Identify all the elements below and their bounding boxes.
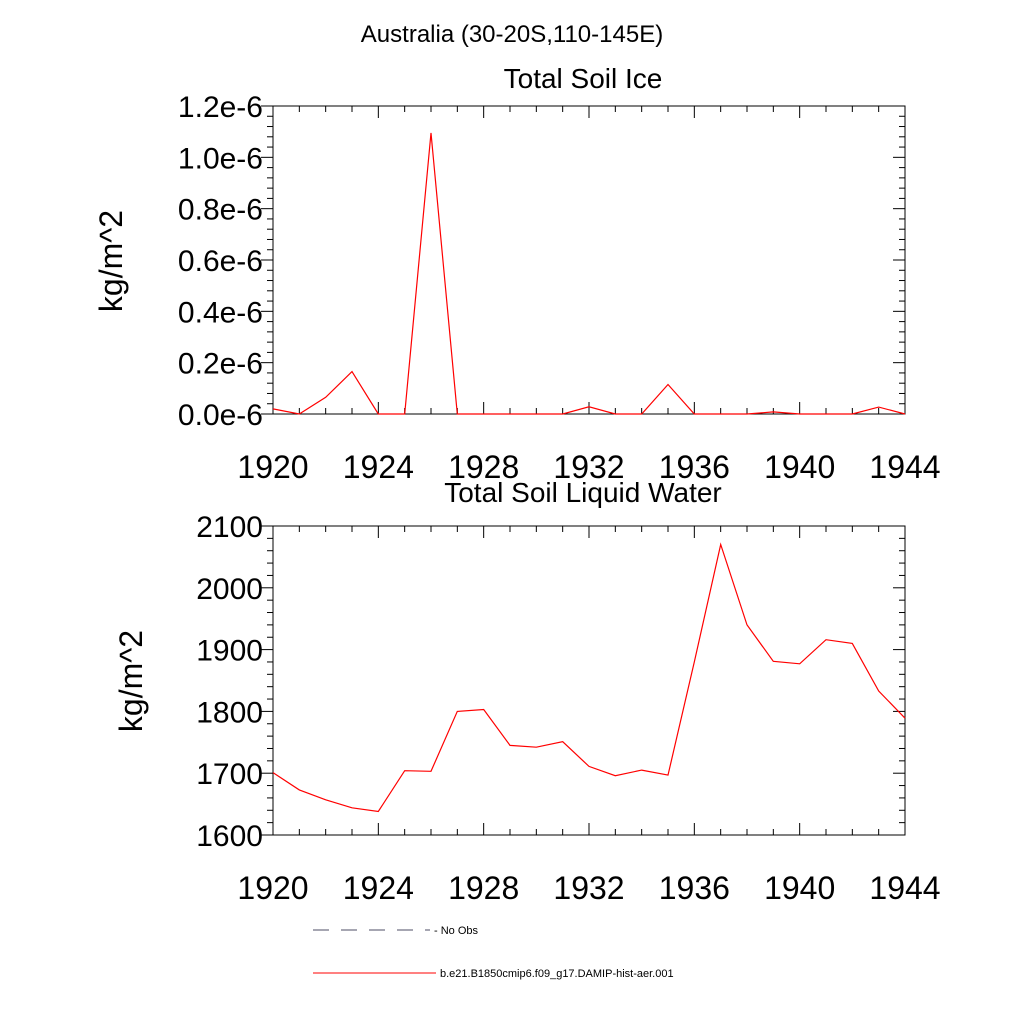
soil-liquid-water-title: Total Soil Liquid Water — [444, 477, 722, 508]
soil-ice-y-tick-label: 1.2e-6 — [178, 91, 263, 124]
legend-label-model: b.e21.B1850cmip6.f09_g17.DAMIP-hist-aer.… — [440, 968, 674, 980]
soil-liquid-water-plot-frame — [272, 525, 906, 836]
soil-liquid-water-y-tick-label: 2100 — [196, 511, 263, 544]
legend-label-no-obs: - No Obs — [434, 925, 479, 937]
soil-liquid-water-x-tick-label: 1924 — [343, 870, 414, 906]
soil-liquid-water-x-tick-label: 1940 — [764, 870, 835, 906]
soil-liquid-water-y-tick-label: 1600 — [196, 820, 263, 853]
soil-ice-x-tick-label: 1928 — [448, 449, 519, 485]
soil-liquid-water-x-tick-label: 1944 — [869, 870, 940, 906]
soil-liquid-water-y-tick-label: 2000 — [196, 573, 263, 606]
figure-title: Australia (30-20S,110-145E) — [361, 21, 663, 48]
soil-liquid-water-series-line — [272, 542, 906, 813]
soil-ice-title: Total Soil Ice — [504, 63, 663, 94]
soil-ice-y-tick-label: 0.0e-6 — [178, 399, 263, 432]
soil-ice-y-tick-label: 0.2e-6 — [178, 348, 263, 381]
soil-ice-y-tick-label: 0.8e-6 — [178, 194, 263, 227]
soil-liquid-water-ylabel: kg/m^2 — [113, 630, 149, 732]
soil-liquid-water-y-tick-label: 1900 — [196, 635, 263, 668]
soil-ice-plot-frame — [272, 105, 906, 415]
soil-liquid-water-x-tick-label: 1932 — [553, 870, 624, 906]
soil-liquid-water-panel: Total Soil Liquid Water kg/m^2 1920 1924 1… — [113, 477, 941, 906]
soil-ice-y-tick-label: 1.0e-6 — [178, 142, 263, 175]
soil-ice-series-line — [272, 132, 906, 415]
soil-ice-y-tick-label: 0.4e-6 — [178, 296, 263, 329]
soil-ice-y-tick-label: 0.6e-6 — [178, 245, 263, 278]
soil-ice-x-tick-label: 1920 — [237, 449, 308, 485]
soil-liquid-water-x-tick-label: 1936 — [659, 870, 730, 906]
soil-ice-panel: Total Soil Ice kg/m^2 1920 1924 1928 1932 19… — [93, 63, 941, 485]
soil-ice-ylabel: kg/m^2 — [93, 210, 129, 312]
soil-ice-x-tick-label: 1932 — [553, 449, 624, 485]
soil-liquid-water-y-tick-label: 1700 — [196, 758, 263, 791]
soil-liquid-water-x-tick-label: 1928 — [448, 870, 519, 906]
legend: - No Obs b.e21.B1850cmip6.f09_g17.DAMIP-… — [313, 925, 674, 980]
soil-liquid-water-y-tick-label: 1800 — [196, 696, 263, 729]
soil-ice-x-tick-label: 1936 — [659, 449, 730, 485]
soil-ice-x-tick-label: 1940 — [764, 449, 835, 485]
soil-ice-x-tick-label: 1944 — [869, 449, 940, 485]
soil-liquid-water-x-tick-label: 1920 — [237, 870, 308, 906]
soil-ice-x-tick-label: 1924 — [343, 449, 414, 485]
